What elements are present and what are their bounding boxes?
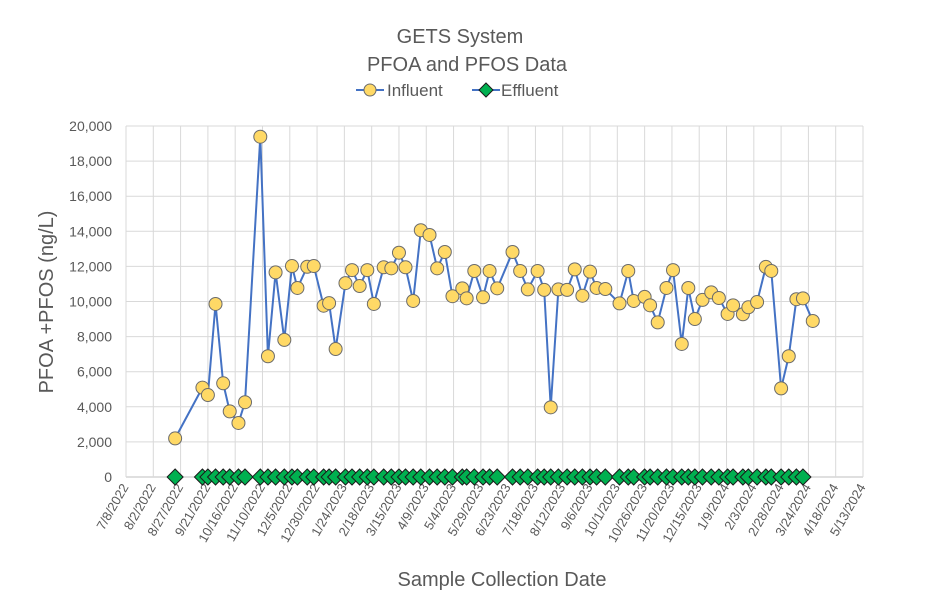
influent-point <box>290 280 305 295</box>
legend-effluent-label: Effluent <box>501 81 559 100</box>
influent-point <box>437 245 452 260</box>
influent-point <box>621 263 636 278</box>
influent-point <box>543 400 558 415</box>
influent-point <box>345 263 360 278</box>
influent-point <box>537 282 552 297</box>
influent-point <box>384 261 399 276</box>
influent-point <box>674 336 689 351</box>
influent-point <box>406 293 421 308</box>
legend-item-effluent: Effluent <box>472 81 559 100</box>
influent-point <box>513 263 528 278</box>
influent-point <box>583 264 598 279</box>
influent-point <box>560 282 575 297</box>
influent-point <box>490 281 505 296</box>
series-layer <box>166 129 820 486</box>
influent-point <box>260 349 275 364</box>
influent-point <box>726 298 741 313</box>
influent-point <box>805 313 820 328</box>
effluent-point <box>596 468 615 486</box>
influent-point <box>530 263 545 278</box>
influent-point <box>459 291 474 306</box>
legend: Influent Effluent <box>356 81 559 100</box>
y-tick-label: 12,000 <box>69 258 112 274</box>
influent-point <box>168 431 183 446</box>
influent-point <box>268 265 283 280</box>
influent-point <box>306 259 321 274</box>
y-tick-label: 0 <box>104 469 112 485</box>
y-tick-label: 6,000 <box>77 364 112 380</box>
y-tick-label: 8,000 <box>77 329 112 345</box>
influent-point <box>445 289 460 304</box>
chart-subtitle: PFOA and PFOS Data <box>367 54 568 76</box>
chart-title: GETS System <box>397 26 524 48</box>
influent-point <box>366 296 381 311</box>
influent-point <box>430 261 445 276</box>
y-axis-label: PFOA +PFOS (ng/L) <box>36 211 58 394</box>
influent-point <box>216 376 231 391</box>
y-tick-label: 10,000 <box>69 294 112 310</box>
influent-point <box>774 381 789 396</box>
influent-point <box>643 298 658 313</box>
x-axis-label: Sample Collection Date <box>398 569 607 591</box>
legend-effluent-marker <box>478 82 494 98</box>
y-tick-label: 4,000 <box>77 399 112 415</box>
y-tick-label: 16,000 <box>69 188 112 204</box>
influent-point <box>567 262 582 277</box>
influent-point <box>681 280 696 295</box>
gridlines <box>125 125 864 478</box>
influent-point <box>422 227 437 242</box>
influent-point <box>222 404 237 419</box>
influent-point <box>322 296 337 311</box>
x-tick-labels: 7/8/20228/2/20228/27/20229/21/202210/16/… <box>93 481 868 545</box>
y-tick-labels: 0 2,000 4,000 6,000 8,000 10,000 12,000 14,000 1… <box>69 118 112 485</box>
influent-point <box>391 245 406 260</box>
effluent-point <box>794 468 812 486</box>
influent-point <box>208 296 223 311</box>
influent-point <box>750 295 765 310</box>
influent-point <box>277 332 292 347</box>
effluent-point <box>166 468 184 486</box>
influent-point <box>238 395 253 410</box>
y-tick-label: 14,000 <box>69 223 112 239</box>
influent-point <box>253 129 268 144</box>
influent-point <box>795 291 810 306</box>
influent-point <box>467 263 482 278</box>
effluent-point <box>236 468 254 486</box>
y-tick-label: 20,000 <box>69 118 112 134</box>
influent-point <box>666 263 681 278</box>
legend-influent-marker <box>363 83 377 97</box>
influent-point <box>612 296 627 311</box>
influent-point <box>520 282 535 297</box>
influent-point <box>659 280 674 295</box>
influent-point <box>781 349 796 364</box>
influent-point <box>650 315 665 330</box>
influent-point <box>711 290 726 305</box>
influent-point <box>352 279 367 294</box>
influent-point <box>482 263 497 278</box>
y-tick-label: 18,000 <box>69 153 112 169</box>
y-tick-label: 2,000 <box>77 434 112 450</box>
influent-point <box>687 312 702 327</box>
influent-point <box>505 245 520 260</box>
influent-point <box>575 288 590 303</box>
legend-item-influent: Influent <box>356 81 443 100</box>
effluent-point <box>488 468 506 486</box>
influent-point <box>360 263 375 278</box>
influent-point <box>200 388 215 403</box>
influent-point <box>398 260 413 275</box>
influent-point <box>598 282 613 297</box>
legend-influent-label: Influent <box>387 81 443 100</box>
influent-point <box>328 342 343 357</box>
influent-point <box>338 276 353 291</box>
influent-point <box>231 415 246 430</box>
influent-point <box>764 263 779 278</box>
influent-point <box>476 290 491 305</box>
influent-point <box>284 259 299 274</box>
